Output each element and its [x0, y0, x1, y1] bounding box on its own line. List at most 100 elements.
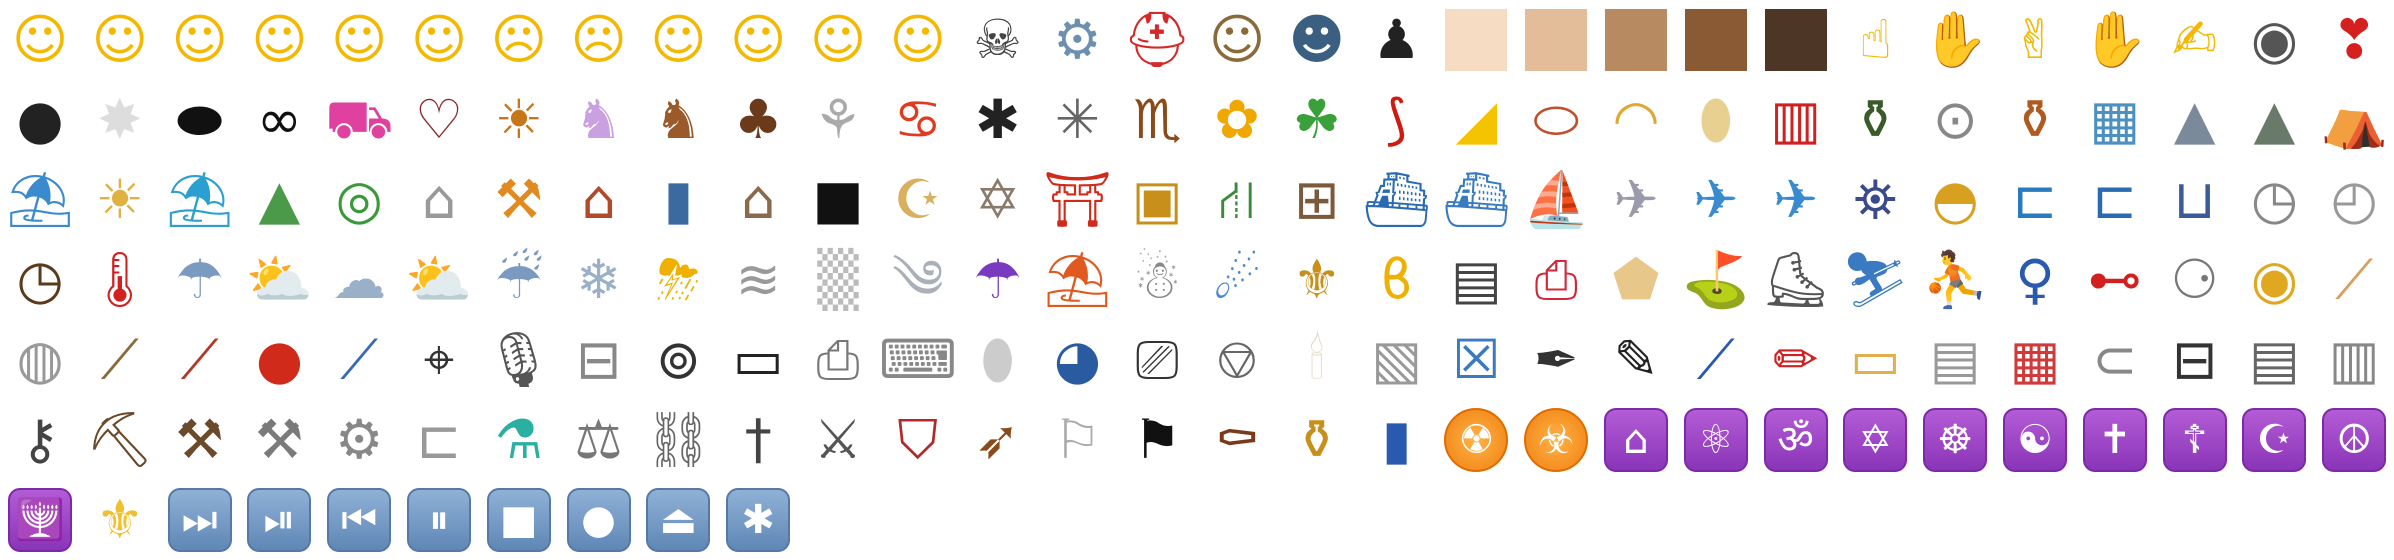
play-pause-button-icon: ⏯ — [247, 488, 312, 552]
anger-bubble-icon: ✸ — [97, 88, 143, 151]
shamrock-icon: ☘ — [1292, 88, 1341, 151]
framed-picture-icon: ▣ — [1131, 168, 1183, 231]
mountain-cell: ▲ — [2234, 80, 2314, 160]
label-icon: ⬟ — [1612, 248, 1660, 311]
eject-button-icon: ⏏ — [646, 488, 711, 552]
atom-symbol-icon: ⚛ — [1683, 408, 1748, 472]
house-buildings-icon: ⌂ — [581, 168, 616, 231]
joystick-cell: ⌖ — [399, 320, 479, 400]
paintbrush-cell: ⟋ — [1676, 320, 1756, 400]
sunglasses-icon: ∞ — [256, 88, 302, 151]
stopwatch-cell: ◷ — [2234, 160, 2314, 240]
synagogue-icon: ✡ — [974, 168, 1021, 231]
ferry-icon: ⛴ — [1442, 168, 1511, 231]
popcorn-icon: ▥ — [1770, 88, 1822, 151]
cityscape-icon: ▮ — [663, 168, 694, 231]
cloud-snow-icon: ❄ — [575, 248, 622, 311]
field-hockey-cell: ⟋ — [80, 320, 160, 400]
spider-web-cell: ✳ — [1037, 80, 1117, 160]
money-mouth-face-icon: ☺ — [889, 8, 946, 71]
crossed-swords-icon: ⚔ — [813, 408, 863, 471]
construction-site-icon: ⚒ — [494, 168, 543, 231]
bandage-face-icon: ☺ — [809, 8, 867, 71]
pen-icon: ✎ — [1613, 328, 1659, 391]
volleyball-icon: ◍ — [16, 328, 64, 391]
champagne-bottle-cell: ⚱ — [1835, 80, 1915, 160]
cloud-snow-cell: ❄ — [559, 240, 639, 320]
file-cabinet-cell: ▤ — [2234, 320, 2314, 400]
peace-symbol-icon: ☮ — [2322, 408, 2387, 472]
scales-icon: ⚖ — [574, 408, 623, 471]
stadium-icon: ◎ — [335, 168, 383, 231]
tornado-cell: ≋ — [718, 240, 798, 320]
dagger-icon: † — [744, 408, 772, 471]
zipper-mouth-face-icon: ☺ — [331, 8, 388, 71]
small-airplane-icon: ✈ — [1613, 168, 1659, 231]
shopping-bags-cell: ⛟ — [319, 80, 399, 160]
spiral-calendar-cell: ▦ — [1995, 320, 2075, 400]
computer-mouse-icon: ⬮ — [980, 328, 1015, 391]
skier-icon: ⛷ — [1841, 248, 1910, 311]
crossed-swords-cell: ⚔ — [798, 400, 878, 480]
hammer-wrench-icon: ⚒ — [255, 408, 304, 471]
place-of-worship-cell: ⌂ — [1596, 400, 1676, 480]
airplane-departure-icon: ✈ — [1693, 168, 1739, 231]
hot-dog-icon: ⬭ — [1533, 88, 1580, 151]
om-icon: ॐ — [1763, 408, 1828, 472]
nerd-face-icon: ☺ — [410, 8, 468, 71]
hammer-pick-icon: ⚒ — [175, 408, 224, 471]
biohazard-icon: ☣ — [1524, 408, 1589, 472]
classical-building-icon: ⌂ — [421, 168, 457, 231]
joystick-icon: ⌖ — [423, 328, 455, 391]
linked-paperclips-icon: ⊂ — [2092, 328, 2138, 391]
ping-pong-icon: ● — [255, 328, 303, 391]
heavy-heart-exclamation-cell: ❣ — [2314, 0, 2394, 80]
railway-track-icon: ⊞ — [1294, 168, 1340, 231]
prayer-beads-cell: ♡ — [399, 80, 479, 160]
hole-icon: ⬬ — [176, 88, 223, 151]
skin-tone-1-cell — [1436, 0, 1516, 80]
snow-capped-mountain-cell: ▲ — [2155, 80, 2235, 160]
clamp-cell: ⊏ — [399, 400, 479, 480]
hammer-wrench-cell: ⚒ — [239, 400, 319, 480]
ice-hockey-icon: ⟋ — [180, 328, 219, 391]
badminton-cell: ⟋ — [319, 320, 399, 400]
bellhop-bell-icon: ◓ — [1931, 168, 1979, 231]
fork-knife-plate-cell: ⊙ — [1915, 80, 1995, 160]
skier-cell: ⛷ — [1835, 240, 1915, 320]
emoji-row: ⚷ ⛏ ⚒ ⚒ ⚙ ⊏ ⚗ ⚖ ⛓ † ⚔ ⛉ ➶ ⚐ ⚑ ⚰ ⚱ ▮ ☢ ☣ ⌂ ⚛ ॐ ✡ ☸ ☯ ✝ ☦ ☪ ☮ — [0, 400, 2394, 480]
motor-boat-icon: ⛵ — [1522, 168, 1590, 231]
camera-with-flash-icon: ⎊ — [1215, 328, 1259, 391]
linked-paperclips-cell: ⊂ — [2075, 320, 2155, 400]
skin-tone-2-cell — [1516, 0, 1596, 80]
pause-button-icon: ⏸ — [407, 488, 471, 552]
horns-hand-icon: ✌ — [2012, 8, 2058, 71]
anger-bubble-cell: ✸ — [80, 80, 160, 160]
house-buildings-cell: ⌂ — [559, 160, 639, 240]
sun-behind-cloud-icon: ⛅ — [245, 248, 314, 311]
synagogue-cell: ✡ — [958, 160, 1038, 240]
film-projector-cell: ⎚ — [1117, 320, 1197, 400]
sleeping-accommodation-cell: ⊏ — [1995, 160, 2075, 240]
star-of-david-icon: ✡ — [1843, 408, 1908, 472]
next-track-button-icon: ⏭ — [167, 488, 232, 552]
desktop-computer-icon: ▭ — [732, 328, 784, 391]
cloud-rain-icon: ☔ — [494, 248, 543, 311]
skin-tone-3-cell — [1596, 0, 1676, 80]
spider-cell: ✱ — [958, 80, 1038, 160]
detective-icon: ☺ — [1208, 8, 1266, 71]
national-park-icon: ▲ — [258, 168, 301, 231]
cricket-icon: ⟋ — [2335, 248, 2374, 311]
atom-symbol-cell: ⚛ — [1676, 400, 1756, 480]
speech-bubble-left-cell: ● — [0, 80, 80, 160]
pick-icon: ⛏ — [85, 408, 155, 471]
cricket-cell: ⟋ — [2314, 240, 2394, 320]
reminder-ribbon-icon: ϐ — [1380, 248, 1414, 311]
writing-hand-icon: ✍ — [2171, 8, 2218, 71]
mosque-cell: ☪ — [878, 160, 958, 240]
sports-medal-cell: ◉ — [2234, 240, 2314, 320]
weight-lifter-cell: ♀ — [1995, 240, 2075, 320]
oil-drum-cell: ▮ — [1357, 400, 1437, 480]
national-park-cell: ▲ — [239, 160, 319, 240]
thinking-face-cell: ☺ — [160, 0, 240, 80]
